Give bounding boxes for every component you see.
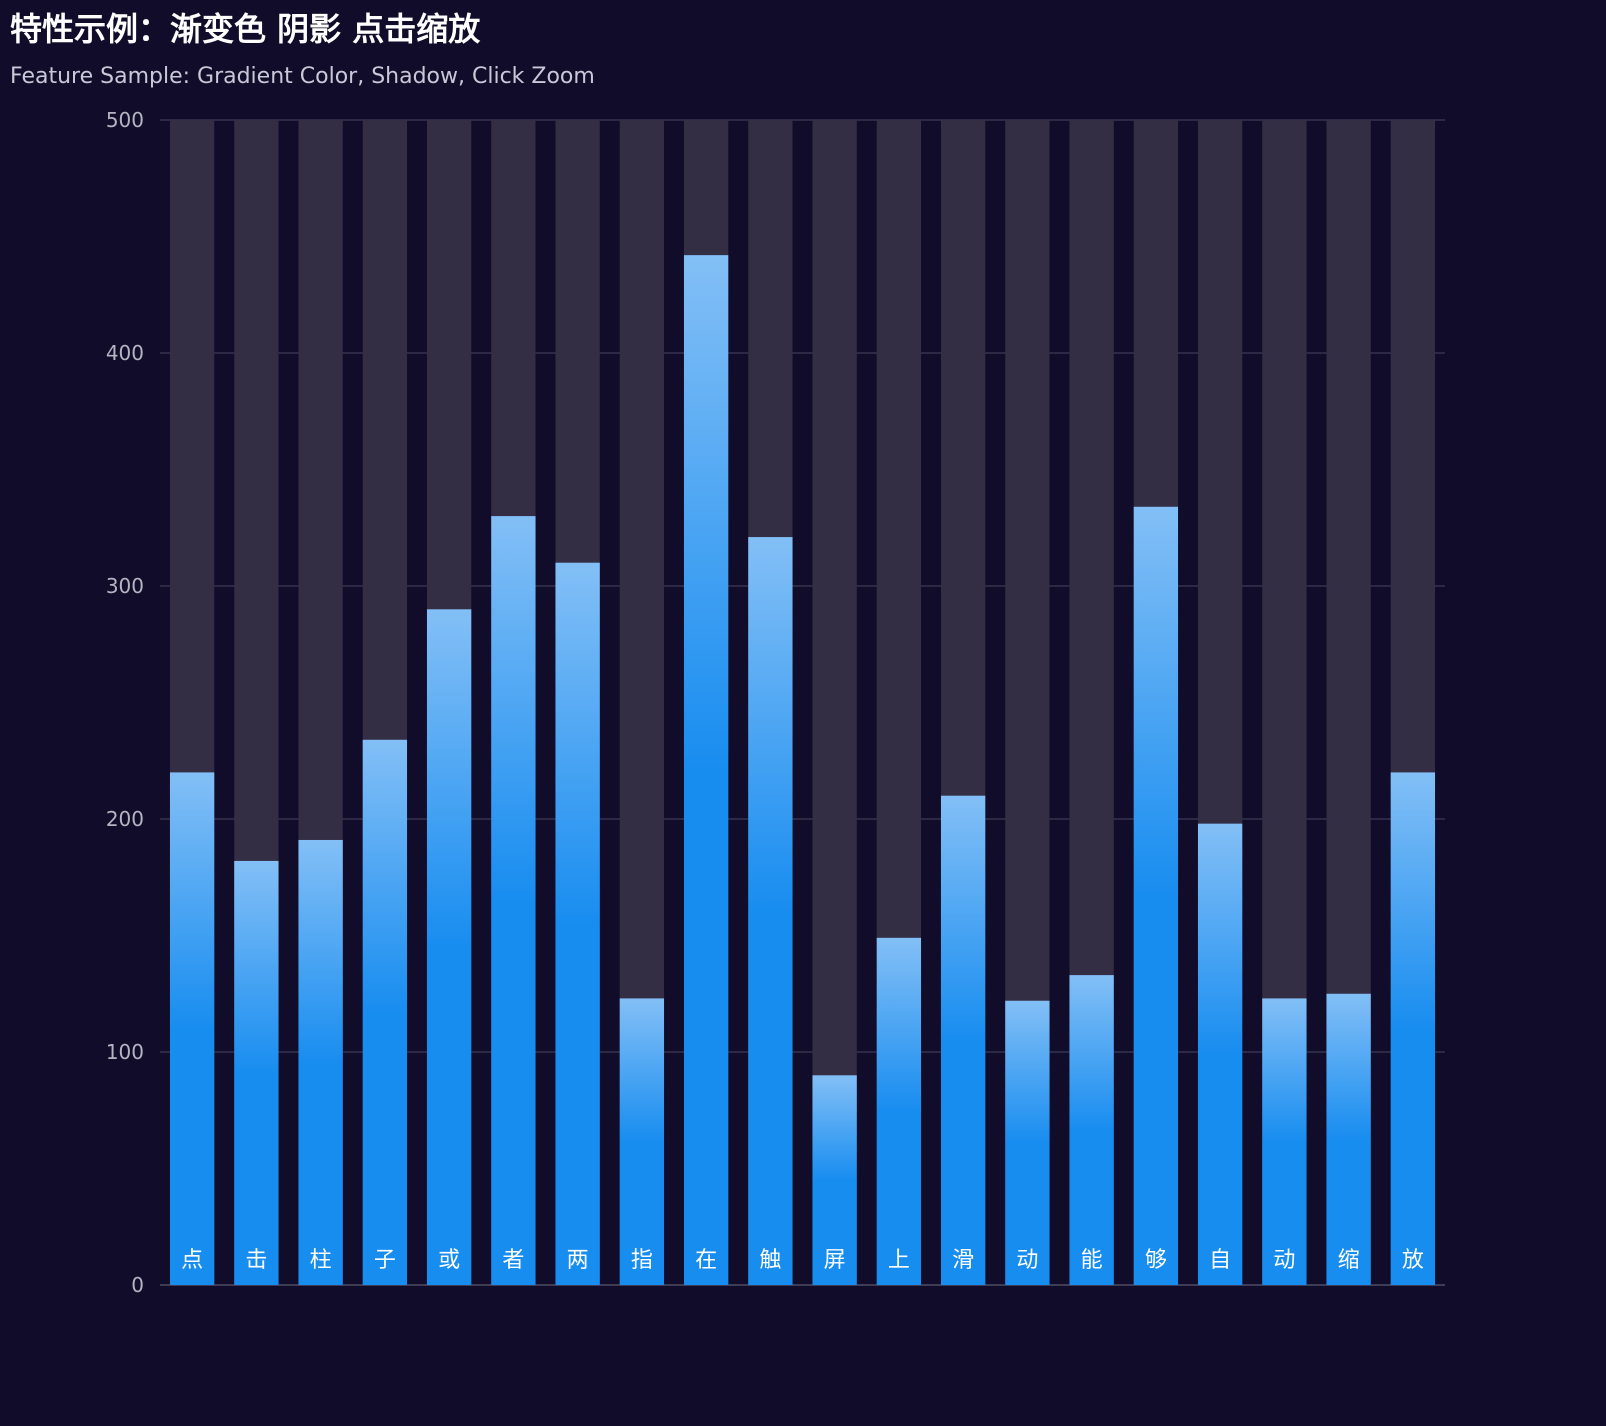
bar-category-label: 放 (1402, 1248, 1424, 1273)
bar-category-label: 滑 (952, 1248, 974, 1273)
bar-category-label: 点 (181, 1248, 203, 1273)
bar-18[interactable] (1326, 993, 1371, 1285)
bar-7[interactable] (619, 998, 665, 1285)
chart-subtitle: Feature Sample: Gradient Color, Shadow, … (10, 64, 595, 89)
bar-category-label: 动 (1016, 1248, 1038, 1273)
bar-14[interactable] (1069, 975, 1114, 1285)
bar-9[interactable] (748, 537, 793, 1285)
bar-15[interactable] (1133, 506, 1179, 1285)
y-tick-label: 100 (106, 1040, 144, 1064)
bar-2[interactable] (298, 839, 343, 1285)
bar-8[interactable] (683, 255, 729, 1285)
bar-category-label: 或 (438, 1248, 460, 1273)
bar-category-label: 触 (759, 1248, 781, 1273)
bar-category-label: 屏 (824, 1248, 846, 1273)
y-tick-label: 500 (106, 108, 144, 132)
bar-category-label: 够 (1145, 1248, 1167, 1273)
bar-category-label: 动 (1273, 1248, 1295, 1273)
bar-1[interactable] (234, 860, 279, 1285)
y-tick-label: 200 (106, 807, 144, 831)
bar-category-label: 者 (502, 1248, 524, 1273)
bar-0[interactable] (169, 772, 215, 1285)
bar-labels: 点击柱子或者两指在触屏上滑动能够自动缩放 (181, 1248, 1424, 1273)
y-tick-label: 300 (106, 574, 144, 598)
y-tick-label: 0 (131, 1273, 144, 1297)
bar-category-label: 能 (1081, 1248, 1103, 1273)
bar-17[interactable] (1262, 998, 1307, 1285)
bar-12[interactable] (940, 795, 986, 1285)
bar-3[interactable] (362, 739, 408, 1285)
bar-category-label: 缩 (1338, 1248, 1360, 1273)
bar-6[interactable] (555, 562, 600, 1285)
bar-category-label: 上 (888, 1248, 910, 1273)
bar-category-label: 自 (1209, 1248, 1231, 1273)
bar-19[interactable] (1390, 772, 1436, 1285)
shadow-bars (169, 120, 1436, 1285)
data-bars (169, 255, 1436, 1285)
bar-category-label: 在 (695, 1248, 717, 1273)
grid-lines (160, 119, 1445, 1286)
bar-5[interactable] (491, 516, 536, 1285)
bar-category-label: 击 (245, 1248, 267, 1273)
y-tick-label: 400 (106, 341, 144, 365)
y-axis-ticks: 0 100 200 300 400 500 (106, 108, 144, 1297)
bar-13[interactable] (1005, 1000, 1050, 1285)
bar-10[interactable] (812, 1075, 857, 1285)
bar-11[interactable] (876, 937, 922, 1285)
chart-title: 特性示例：渐变色 阴影 点击缩放 (10, 10, 481, 48)
bar-category-label: 两 (567, 1248, 589, 1273)
bar-category-label: 柱 (310, 1248, 332, 1273)
bar-category-label: 子 (374, 1248, 396, 1273)
bar-4[interactable] (426, 609, 472, 1285)
bar-category-label: 指 (631, 1248, 653, 1273)
bar-16[interactable] (1197, 823, 1243, 1285)
